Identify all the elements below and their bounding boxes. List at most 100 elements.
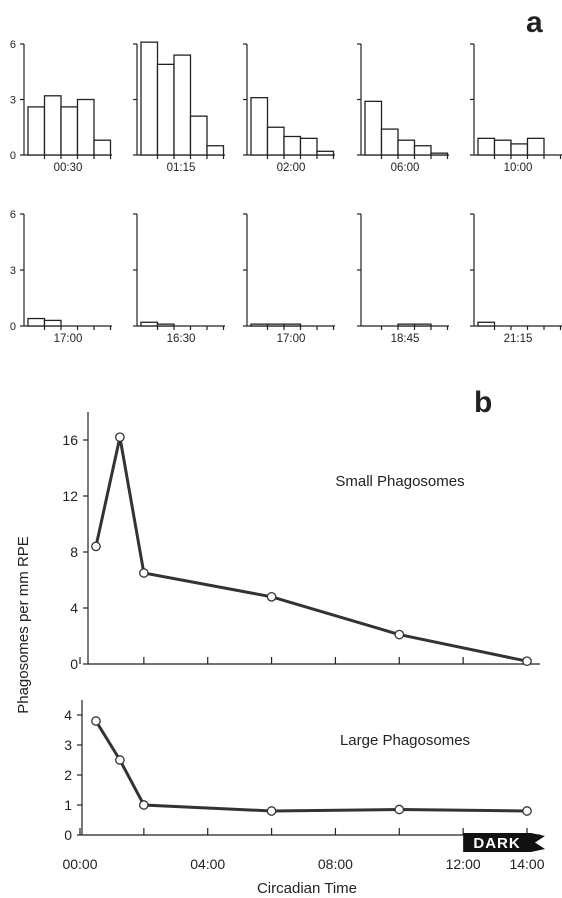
histogram-bar bbox=[299, 137, 318, 156]
histogram-time-label: 17:00 bbox=[277, 333, 306, 345]
histogram-y-tick-label: 0 bbox=[10, 321, 16, 333]
histogram-time-label: 01:15 bbox=[167, 162, 196, 174]
histogram-bar bbox=[173, 54, 192, 156]
data-point bbox=[266, 591, 277, 602]
data-point bbox=[139, 568, 149, 578]
data-point bbox=[266, 806, 277, 816]
histogram-y-tick-label: 3 bbox=[10, 265, 16, 277]
histogram-bar bbox=[283, 323, 302, 327]
histogram-bar bbox=[510, 143, 529, 156]
histogram-bar bbox=[43, 95, 62, 156]
histogram: 16:30 bbox=[133, 213, 225, 345]
y-tick-label: 16 bbox=[62, 432, 78, 448]
histogram-bar bbox=[397, 323, 416, 327]
x-tick-label: 04:00 bbox=[190, 856, 225, 872]
panel-b-letter: b bbox=[474, 386, 492, 419]
histogram-bar bbox=[397, 139, 416, 156]
series-label: Large Phagosomes bbox=[340, 732, 470, 749]
histogram-time-label: 10:00 bbox=[504, 162, 533, 174]
histogram-time-label: 02:00 bbox=[277, 162, 306, 174]
histogram-bar bbox=[189, 115, 208, 156]
histogram-bar bbox=[206, 145, 225, 156]
y-tick-label: 2 bbox=[64, 767, 72, 783]
histogram-bar bbox=[266, 323, 285, 327]
histogram: 0 3 6 00:30 bbox=[10, 39, 112, 174]
histogram-y-tick-label: 3 bbox=[10, 95, 16, 107]
histogram-time-label: 00:30 bbox=[54, 162, 83, 174]
histogram-bar bbox=[493, 139, 512, 156]
histogram-bar bbox=[76, 98, 95, 156]
series-label: Small Phagosomes bbox=[335, 473, 464, 490]
data-point bbox=[91, 716, 101, 726]
dark-period-band: DARK bbox=[463, 833, 545, 852]
data-point bbox=[115, 755, 125, 765]
histogram-bar bbox=[477, 137, 496, 156]
y-tick-label: 3 bbox=[64, 737, 72, 753]
data-point bbox=[139, 800, 149, 810]
histogram-bar bbox=[380, 128, 399, 156]
histogram: 18:45 bbox=[357, 213, 449, 345]
histogram-bar bbox=[60, 106, 79, 156]
histogram-time-label: 21:15 bbox=[504, 333, 533, 345]
y-tick-label: 0 bbox=[70, 656, 78, 672]
histogram: 02:00 bbox=[243, 43, 335, 174]
histogram-time-label: 06:00 bbox=[391, 162, 420, 174]
histogram-bar bbox=[27, 317, 46, 327]
x-axis-title: Circadian Time bbox=[257, 880, 357, 897]
histogram-y-tick-label: 0 bbox=[10, 150, 16, 162]
histogram: 0 3 6 17:00 bbox=[10, 209, 112, 345]
histogram-bar bbox=[140, 321, 159, 327]
histogram-bar bbox=[430, 152, 449, 156]
series-line bbox=[94, 436, 528, 663]
histogram-bar bbox=[526, 137, 545, 156]
data-point bbox=[91, 541, 101, 552]
histogram-time-label: 17:00 bbox=[54, 333, 83, 345]
histogram: 21:15 bbox=[470, 213, 562, 345]
histogram-bar bbox=[156, 63, 175, 156]
histogram-time-label: 18:45 bbox=[391, 333, 420, 345]
histogram-bar bbox=[156, 323, 175, 327]
y-tick-label: 0 bbox=[64, 827, 72, 843]
histogram-y-tick-label: 6 bbox=[10, 39, 16, 51]
x-tick-label: 14:00 bbox=[509, 856, 544, 872]
y-tick-label: 12 bbox=[62, 488, 78, 504]
y-tick-label: 4 bbox=[64, 707, 72, 723]
histogram-bar bbox=[283, 135, 302, 156]
x-tick-label: 08:00 bbox=[318, 856, 353, 872]
data-point bbox=[522, 656, 532, 667]
histogram-panel: 0 3 6 00:30 01:15 02:00 06:00 10:00 0 3 6 17:00 16:3… bbox=[10, 39, 562, 345]
histogram-bar bbox=[43, 319, 62, 327]
histogram-bar bbox=[316, 150, 335, 156]
data-point bbox=[115, 432, 125, 443]
histogram-bar bbox=[250, 97, 269, 156]
data-point bbox=[394, 804, 405, 815]
histogram-bar bbox=[266, 126, 285, 156]
y-tick-label: 1 bbox=[64, 797, 72, 813]
y-tick-label: 4 bbox=[70, 600, 78, 616]
histogram: 01:15 bbox=[133, 41, 225, 174]
small-phagosomes-subplot: 0 4 8 12 16 Small Phagosomes bbox=[62, 412, 540, 672]
data-point bbox=[522, 806, 532, 816]
histogram-bar bbox=[477, 321, 496, 327]
series-line bbox=[94, 720, 528, 813]
y-tick-label: 8 bbox=[70, 544, 78, 560]
histogram-bar bbox=[140, 41, 159, 156]
histogram: 06:00 bbox=[357, 43, 449, 174]
large-phagosomes-subplot: 0 1 2 3 4 Large Phagosomes bbox=[64, 700, 540, 843]
x-tick-label: 00:00 bbox=[62, 856, 97, 872]
histogram-bar bbox=[250, 323, 269, 327]
histogram-time-label: 16:30 bbox=[167, 333, 196, 345]
data-point bbox=[394, 629, 405, 640]
dark-label: DARK bbox=[473, 835, 520, 852]
x-tick-label: 12:00 bbox=[446, 856, 481, 872]
histogram-bar bbox=[27, 106, 46, 156]
histogram: 17:00 bbox=[243, 213, 335, 345]
histogram-bar bbox=[413, 323, 432, 327]
histogram-y-tick-label: 6 bbox=[10, 209, 16, 221]
y-axis-title: Phagosomes per mm RPE bbox=[15, 536, 32, 714]
histogram-bar bbox=[93, 139, 112, 156]
histogram: 10:00 bbox=[470, 43, 562, 174]
histogram-bar bbox=[364, 100, 383, 156]
